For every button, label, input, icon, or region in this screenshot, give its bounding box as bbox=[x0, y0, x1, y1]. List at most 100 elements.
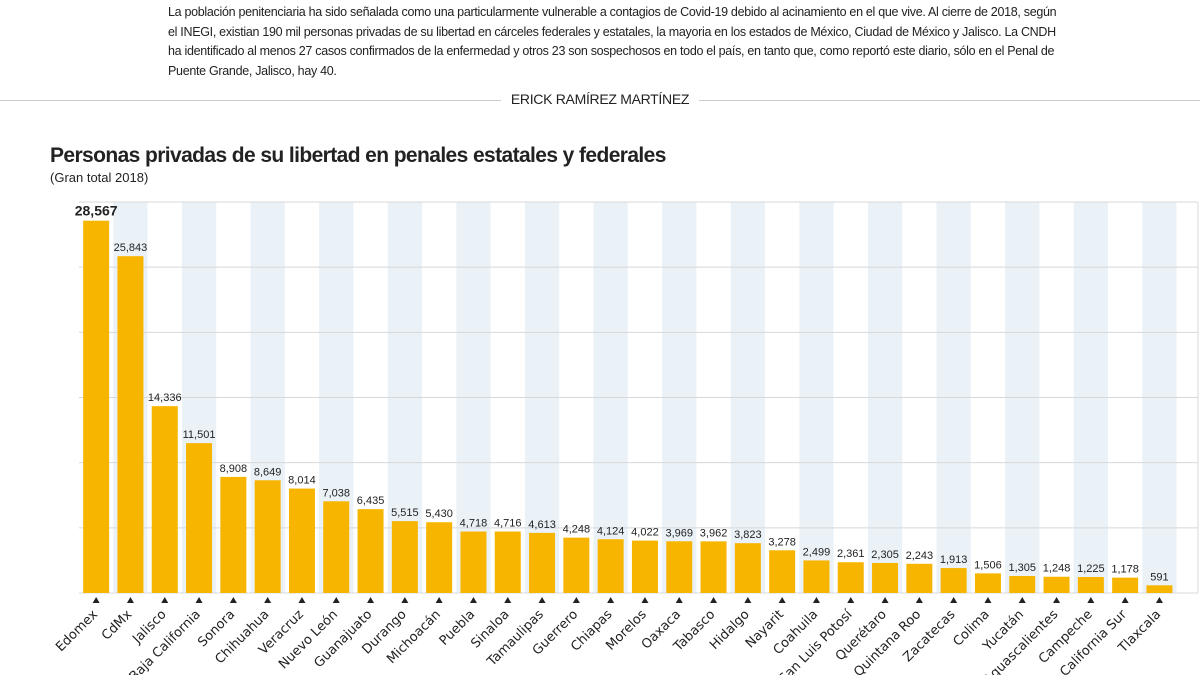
data-label: 3,969 bbox=[665, 527, 693, 539]
bar bbox=[1146, 585, 1173, 593]
bar bbox=[803, 560, 830, 593]
tick-marker-icon bbox=[469, 597, 477, 603]
bar bbox=[460, 531, 487, 593]
intro-paragraph: La población penitenciaria ha sido señal… bbox=[168, 5, 1057, 78]
tick-marker-icon bbox=[778, 597, 786, 603]
tick-marker-icon bbox=[161, 597, 169, 603]
tick-marker-icon bbox=[915, 597, 923, 603]
bar bbox=[323, 501, 350, 593]
bar bbox=[151, 406, 178, 593]
bar bbox=[220, 476, 247, 593]
bar bbox=[940, 568, 967, 593]
tick-marker-icon bbox=[950, 597, 958, 603]
bar bbox=[563, 537, 590, 593]
bar bbox=[906, 563, 933, 593]
data-label: 1,178 bbox=[1111, 564, 1139, 576]
bar bbox=[597, 539, 624, 593]
byline-row: ERICK RAMÍREZ MARTÍNEZ bbox=[0, 89, 1200, 111]
data-label: 6,435 bbox=[357, 495, 385, 507]
byline: ERICK RAMÍREZ MARTÍNEZ bbox=[500, 91, 700, 107]
bar bbox=[426, 522, 453, 593]
tick-marker-icon bbox=[847, 597, 855, 603]
tick-marker-icon bbox=[401, 597, 409, 603]
tick-marker-icon bbox=[744, 597, 752, 603]
tick-marker-icon bbox=[572, 597, 580, 603]
bar bbox=[391, 521, 418, 593]
category-label: Edomex bbox=[53, 607, 101, 655]
tick-marker-icon bbox=[1155, 597, 1163, 603]
data-label: 14,336 bbox=[148, 392, 182, 404]
bar bbox=[529, 532, 556, 593]
data-label: 4,124 bbox=[597, 525, 625, 537]
data-label: 4,718 bbox=[460, 518, 488, 530]
data-label: 3,278 bbox=[768, 536, 796, 548]
data-label: 8,014 bbox=[288, 475, 316, 487]
bar bbox=[1077, 577, 1104, 593]
data-label: 2,243 bbox=[906, 550, 934, 562]
data-label: 5,515 bbox=[391, 507, 419, 519]
tick-marker-icon bbox=[264, 597, 272, 603]
data-label: 4,613 bbox=[528, 519, 556, 531]
data-label: 4,022 bbox=[631, 527, 659, 539]
bar bbox=[1112, 577, 1139, 593]
data-label: 4,248 bbox=[563, 524, 591, 536]
chart-title: Personas privadas de su libertad en pena… bbox=[50, 144, 666, 167]
tick-marker-icon bbox=[298, 597, 306, 603]
bar bbox=[837, 562, 864, 593]
bar bbox=[494, 531, 521, 593]
data-label: 2,499 bbox=[803, 546, 831, 558]
data-label: 1,225 bbox=[1077, 563, 1105, 575]
data-label: 8,908 bbox=[220, 463, 248, 475]
tick-marker-icon bbox=[1018, 597, 1026, 603]
tick-marker-icon bbox=[641, 597, 649, 603]
bar bbox=[83, 220, 110, 594]
data-label: 1,913 bbox=[940, 554, 968, 566]
bar bbox=[254, 480, 281, 593]
data-label: 1,305 bbox=[1008, 562, 1036, 574]
bar bbox=[872, 562, 899, 593]
data-label: 2,305 bbox=[871, 549, 899, 561]
category-label: CdMx bbox=[99, 607, 135, 643]
data-label: 2,361 bbox=[837, 548, 865, 560]
bar bbox=[974, 573, 1001, 593]
data-label: 11,501 bbox=[183, 429, 216, 441]
data-label: 3,823 bbox=[734, 529, 762, 541]
data-label: 4,716 bbox=[494, 518, 522, 530]
data-label: 7,038 bbox=[322, 487, 350, 499]
bar bbox=[357, 509, 384, 593]
data-label: 1,506 bbox=[974, 559, 1002, 571]
bar bbox=[288, 488, 315, 593]
tick-marker-icon bbox=[881, 597, 889, 603]
bar bbox=[631, 540, 658, 593]
bar bbox=[1043, 576, 1070, 593]
data-label: 5,430 bbox=[425, 508, 453, 520]
bar bbox=[769, 550, 796, 593]
data-label: 28,567 bbox=[75, 203, 118, 219]
chart-subtitle: (Gran total 2018) bbox=[50, 170, 149, 185]
data-label: 1,248 bbox=[1043, 563, 1071, 575]
bar bbox=[666, 541, 693, 593]
bar bbox=[1009, 575, 1036, 593]
data-label: 8,649 bbox=[254, 466, 282, 478]
bar bbox=[700, 541, 727, 593]
tick-marker-icon bbox=[195, 597, 203, 603]
tick-marker-icon bbox=[812, 597, 820, 603]
tick-marker-icon bbox=[126, 597, 134, 603]
tick-marker-icon bbox=[984, 597, 992, 603]
tick-marker-icon bbox=[675, 597, 683, 603]
tick-marker-icon bbox=[504, 597, 512, 603]
data-label: 3,962 bbox=[700, 527, 728, 539]
tick-marker-icon bbox=[1087, 597, 1095, 603]
tick-marker-icon bbox=[229, 597, 237, 603]
tick-marker-icon bbox=[710, 597, 718, 603]
tick-marker-icon bbox=[1053, 597, 1061, 603]
tick-marker-icon bbox=[92, 597, 100, 603]
tick-marker-icon bbox=[332, 597, 340, 603]
bar bbox=[117, 256, 144, 593]
data-label: 591 bbox=[1150, 571, 1168, 583]
bar bbox=[186, 443, 213, 593]
tick-marker-icon bbox=[538, 597, 546, 603]
tick-marker-icon bbox=[607, 597, 615, 603]
tick-marker-icon bbox=[435, 597, 443, 603]
